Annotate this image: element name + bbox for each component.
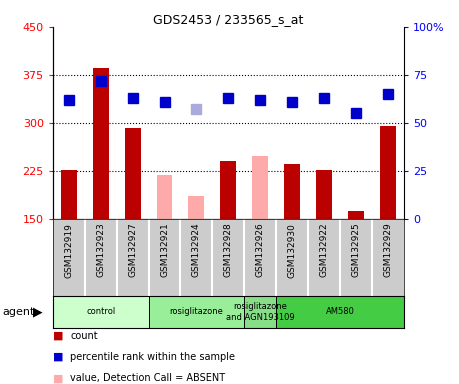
- Text: GSM132925: GSM132925: [352, 223, 360, 278]
- Text: agent: agent: [2, 307, 35, 317]
- Bar: [380, 126, 396, 219]
- Bar: [124, 128, 140, 219]
- Text: GSM132922: GSM132922: [319, 223, 329, 277]
- Text: rosiglitazone
and AGN193109: rosiglitazone and AGN193109: [226, 302, 295, 322]
- Text: GSM132928: GSM132928: [224, 223, 233, 278]
- Bar: [157, 175, 173, 219]
- Text: ■: ■: [53, 331, 63, 341]
- Text: ■: ■: [53, 373, 63, 383]
- Text: count: count: [70, 331, 98, 341]
- Bar: [348, 210, 364, 219]
- Text: GSM132924: GSM132924: [192, 223, 201, 277]
- Bar: [53, 296, 149, 328]
- Text: GSM132927: GSM132927: [128, 223, 137, 278]
- Text: percentile rank within the sample: percentile rank within the sample: [70, 352, 235, 362]
- Text: ▶: ▶: [33, 306, 42, 318]
- Bar: [244, 296, 276, 328]
- Bar: [252, 156, 268, 219]
- Text: value, Detection Call = ABSENT: value, Detection Call = ABSENT: [70, 373, 225, 383]
- Text: GSM132926: GSM132926: [256, 223, 265, 278]
- Text: rosiglitazone: rosiglitazone: [169, 308, 224, 316]
- Text: GSM132930: GSM132930: [288, 223, 297, 278]
- Text: GSM132929: GSM132929: [383, 223, 392, 278]
- Bar: [93, 68, 109, 219]
- Bar: [149, 296, 244, 328]
- Text: GSM132919: GSM132919: [64, 223, 73, 278]
- Text: ■: ■: [53, 352, 63, 362]
- Title: GDS2453 / 233565_s_at: GDS2453 / 233565_s_at: [153, 13, 303, 26]
- Text: control: control: [86, 308, 115, 316]
- Bar: [316, 170, 332, 219]
- Bar: [189, 197, 204, 219]
- Bar: [61, 170, 77, 219]
- Text: GSM132921: GSM132921: [160, 223, 169, 278]
- Bar: [276, 296, 404, 328]
- Text: AM580: AM580: [325, 308, 354, 316]
- Bar: [284, 164, 300, 219]
- Bar: [220, 161, 236, 219]
- Text: GSM132923: GSM132923: [96, 223, 105, 278]
